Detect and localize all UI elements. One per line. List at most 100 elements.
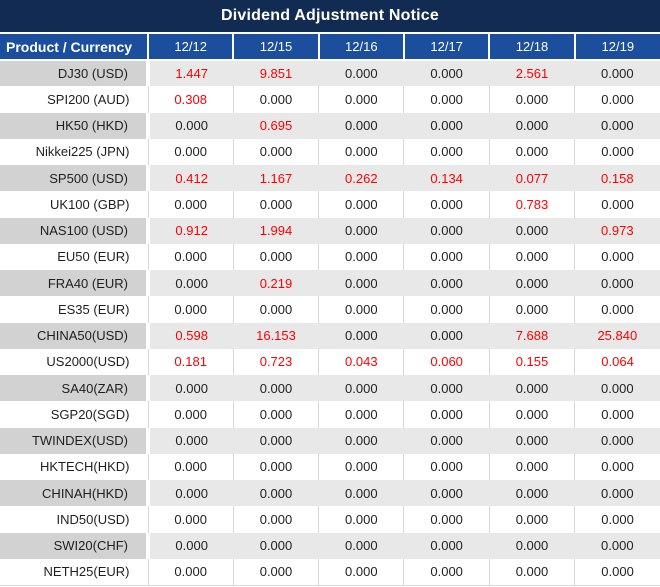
value-cell: 0.000 <box>318 217 404 244</box>
value-cell: 0.000 <box>574 506 660 533</box>
value-cell: 0.000 <box>148 112 234 139</box>
value-cell: 0.000 <box>574 375 660 402</box>
value-cell: 1.167 <box>233 165 319 192</box>
value-cell: 0.000 <box>318 427 404 454</box>
value-cell: 0.000 <box>488 138 575 165</box>
value-cell: 0.000 <box>318 60 404 87</box>
value-cell: 0.000 <box>232 401 319 428</box>
value-cell: 0.000 <box>232 243 319 270</box>
value-cell: 0.000 <box>489 480 575 507</box>
value-cell: 0.043 <box>318 348 404 375</box>
table-row: HKTECH(HKD) 0.000 0.000 0.000 0.000 0.000 0.00… <box>0 453 660 480</box>
value-cell: 0.000 <box>318 506 404 533</box>
value-cell: 0.000 <box>403 401 490 428</box>
table-row: SGP20(SGD) 0.000 0.000 0.000 0.000 0.000 0.000 <box>0 401 660 428</box>
value-cell: 0.000 <box>147 191 234 218</box>
column-header-product-currency: Product / Currency <box>0 34 148 61</box>
table-row: EU50 (EUR) 0.000 0.000 0.000 0.000 0.000 0.000 <box>0 243 660 270</box>
product-cell: SWI20(CHF) <box>0 532 150 559</box>
value-cell: 0.000 <box>147 138 234 165</box>
value-cell: 0.000 <box>318 112 404 139</box>
product-cell: SA40(ZAR) <box>0 375 150 402</box>
column-header-date-3: 12/16 <box>317 34 404 61</box>
dividend-table: Product / Currency 12/12 12/15 12/16 12/… <box>0 34 660 586</box>
value-cell: 0.783 <box>488 191 575 218</box>
value-cell: 0.000 <box>233 375 319 402</box>
value-cell: 0.181 <box>147 348 234 375</box>
value-cell: 0.000 <box>318 243 404 270</box>
value-cell: 0.000 <box>489 427 575 454</box>
product-cell: NETH25(EUR) <box>43 564 130 580</box>
table-row: SWI20(CHF) 0.000 0.000 0.000 0.000 0.000 0.000 <box>0 532 660 559</box>
page-title: Dividend Adjustment Notice <box>221 7 439 24</box>
product-cell: SP500 (USD) <box>0 165 150 192</box>
value-cell: 0.000 <box>232 558 319 585</box>
value-cell: 0.000 <box>403 217 490 244</box>
value-cell: 0.262 <box>318 165 404 192</box>
product-cell: CHINA50(USD) <box>0 322 150 349</box>
value-cell: 0.000 <box>489 217 575 244</box>
value-cell: 0.000 <box>147 401 234 428</box>
value-cell: 0.219 <box>233 270 319 297</box>
value-cell: 0.000 <box>574 401 660 428</box>
table-row: UK100 (GBP) 0.000 0.000 0.000 0.000 0.783 0.00… <box>0 191 660 218</box>
value-cell: 0.000 <box>574 60 660 87</box>
value-cell: 0.060 <box>403 348 490 375</box>
value-cell: 0.000 <box>488 558 575 585</box>
value-cell: 0.158 <box>574 165 660 192</box>
product-cell: ES35 (EUR) <box>57 301 130 317</box>
value-cell: 0.000 <box>574 427 660 454</box>
table-row: SPI200 (AUD) 0.308 0.000 0.000 0.000 0.000 0.0… <box>0 86 660 113</box>
table-row: CHINA50(USD) 0.598 16.153 0.000 0.000 7.688 25… <box>0 322 660 349</box>
value-cell: 0.000 <box>318 86 404 113</box>
value-cell: 0.000 <box>403 112 490 139</box>
value-cell: 0.000 <box>232 296 319 323</box>
table-row: NETH25(EUR) 0.000 0.000 0.000 0.000 0.000 0.00… <box>0 558 660 585</box>
value-cell: 0.000 <box>403 532 490 559</box>
value-cell: 0.000 <box>318 532 404 559</box>
value-cell: 0.000 <box>148 270 234 297</box>
value-cell: 0.695 <box>233 112 319 139</box>
value-cell: 0.000 <box>574 112 660 139</box>
product-cell: NAS100 (USD) <box>0 217 150 244</box>
value-cell: 0.000 <box>318 401 404 428</box>
notice-title-bar: Dividend Adjustment Notice <box>0 0 660 34</box>
value-cell: 0.000 <box>574 480 660 507</box>
value-cell: 0.598 <box>148 322 234 349</box>
value-cell: 0.308 <box>147 86 234 113</box>
value-cell: 0.000 <box>147 506 234 533</box>
value-cell: 0.000 <box>318 322 404 349</box>
product-cell: DJ30 (USD) <box>0 60 150 87</box>
table-row: US2000(USD) 0.181 0.723 0.043 0.060 0.155 0.06… <box>0 348 660 375</box>
value-cell: 0.000 <box>574 532 660 559</box>
value-cell: 0.000 <box>403 138 490 165</box>
value-cell: 16.153 <box>233 322 319 349</box>
value-cell: 0.000 <box>488 506 575 533</box>
value-cell: 0.000 <box>403 322 490 349</box>
value-cell: 0.000 <box>232 191 319 218</box>
value-cell: 0.134 <box>403 165 490 192</box>
value-cell: 0.000 <box>318 270 404 297</box>
table-row: SA40(ZAR) 0.000 0.000 0.000 0.000 0.000 0.000 <box>0 375 660 402</box>
value-cell: 0.000 <box>489 532 575 559</box>
value-cell: 0.000 <box>318 138 404 165</box>
table-row: SP500 (USD) 0.412 1.167 0.262 0.134 0.077 0.15… <box>0 165 660 192</box>
value-cell: 0.077 <box>489 165 575 192</box>
product-cell: TWINDEX(USD) <box>0 427 150 454</box>
value-cell: 0.000 <box>403 60 490 87</box>
product-cell: SPI200 (AUD) <box>47 91 130 107</box>
value-cell: 0.000 <box>574 296 660 323</box>
value-cell: 0.000 <box>318 375 404 402</box>
value-cell: 0.973 <box>574 217 660 244</box>
table-row: ES35 (EUR) 0.000 0.000 0.000 0.000 0.000 0.000 <box>0 296 660 323</box>
value-cell: 0.000 <box>233 480 319 507</box>
table-row: DJ30 (USD) 1.447 9.851 0.000 0.000 2.561 0.000 <box>0 60 660 87</box>
value-cell: 0.000 <box>574 270 660 297</box>
product-cell: CHINAH(HKD) <box>0 480 150 507</box>
value-cell: 9.851 <box>233 60 319 87</box>
value-cell: 0.000 <box>148 532 234 559</box>
value-cell: 0.723 <box>232 348 319 375</box>
value-cell: 0.000 <box>318 296 404 323</box>
product-cell: US2000(USD) <box>46 354 130 370</box>
product-cell: HK50 (HKD) <box>0 112 150 139</box>
